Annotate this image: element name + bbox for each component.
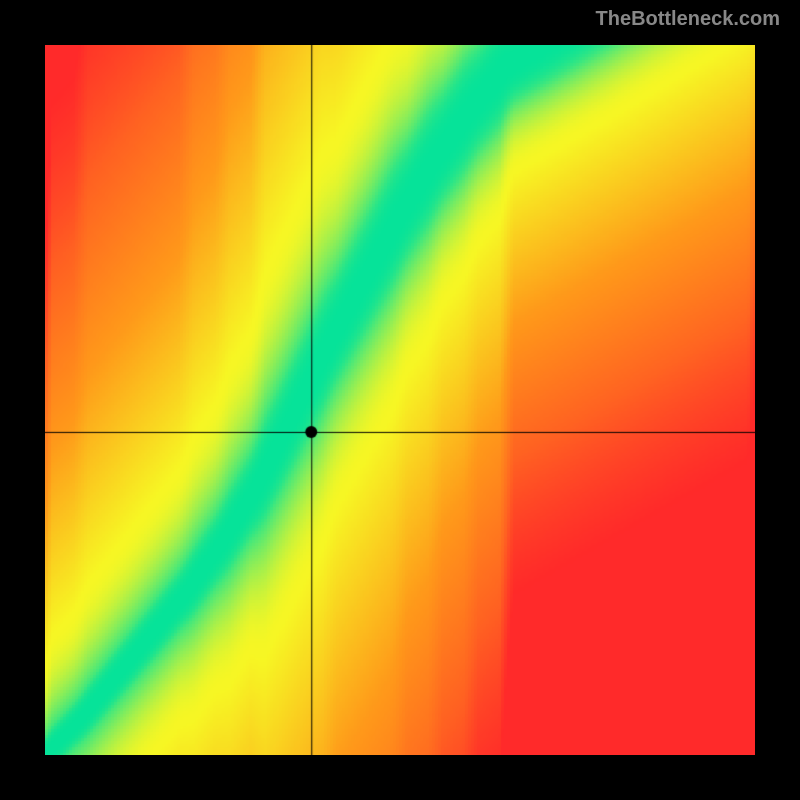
watermark-text: TheBottleneck.com: [596, 8, 780, 31]
bottleneck-heatmap: [45, 45, 755, 755]
heatmap-canvas: [45, 45, 755, 755]
